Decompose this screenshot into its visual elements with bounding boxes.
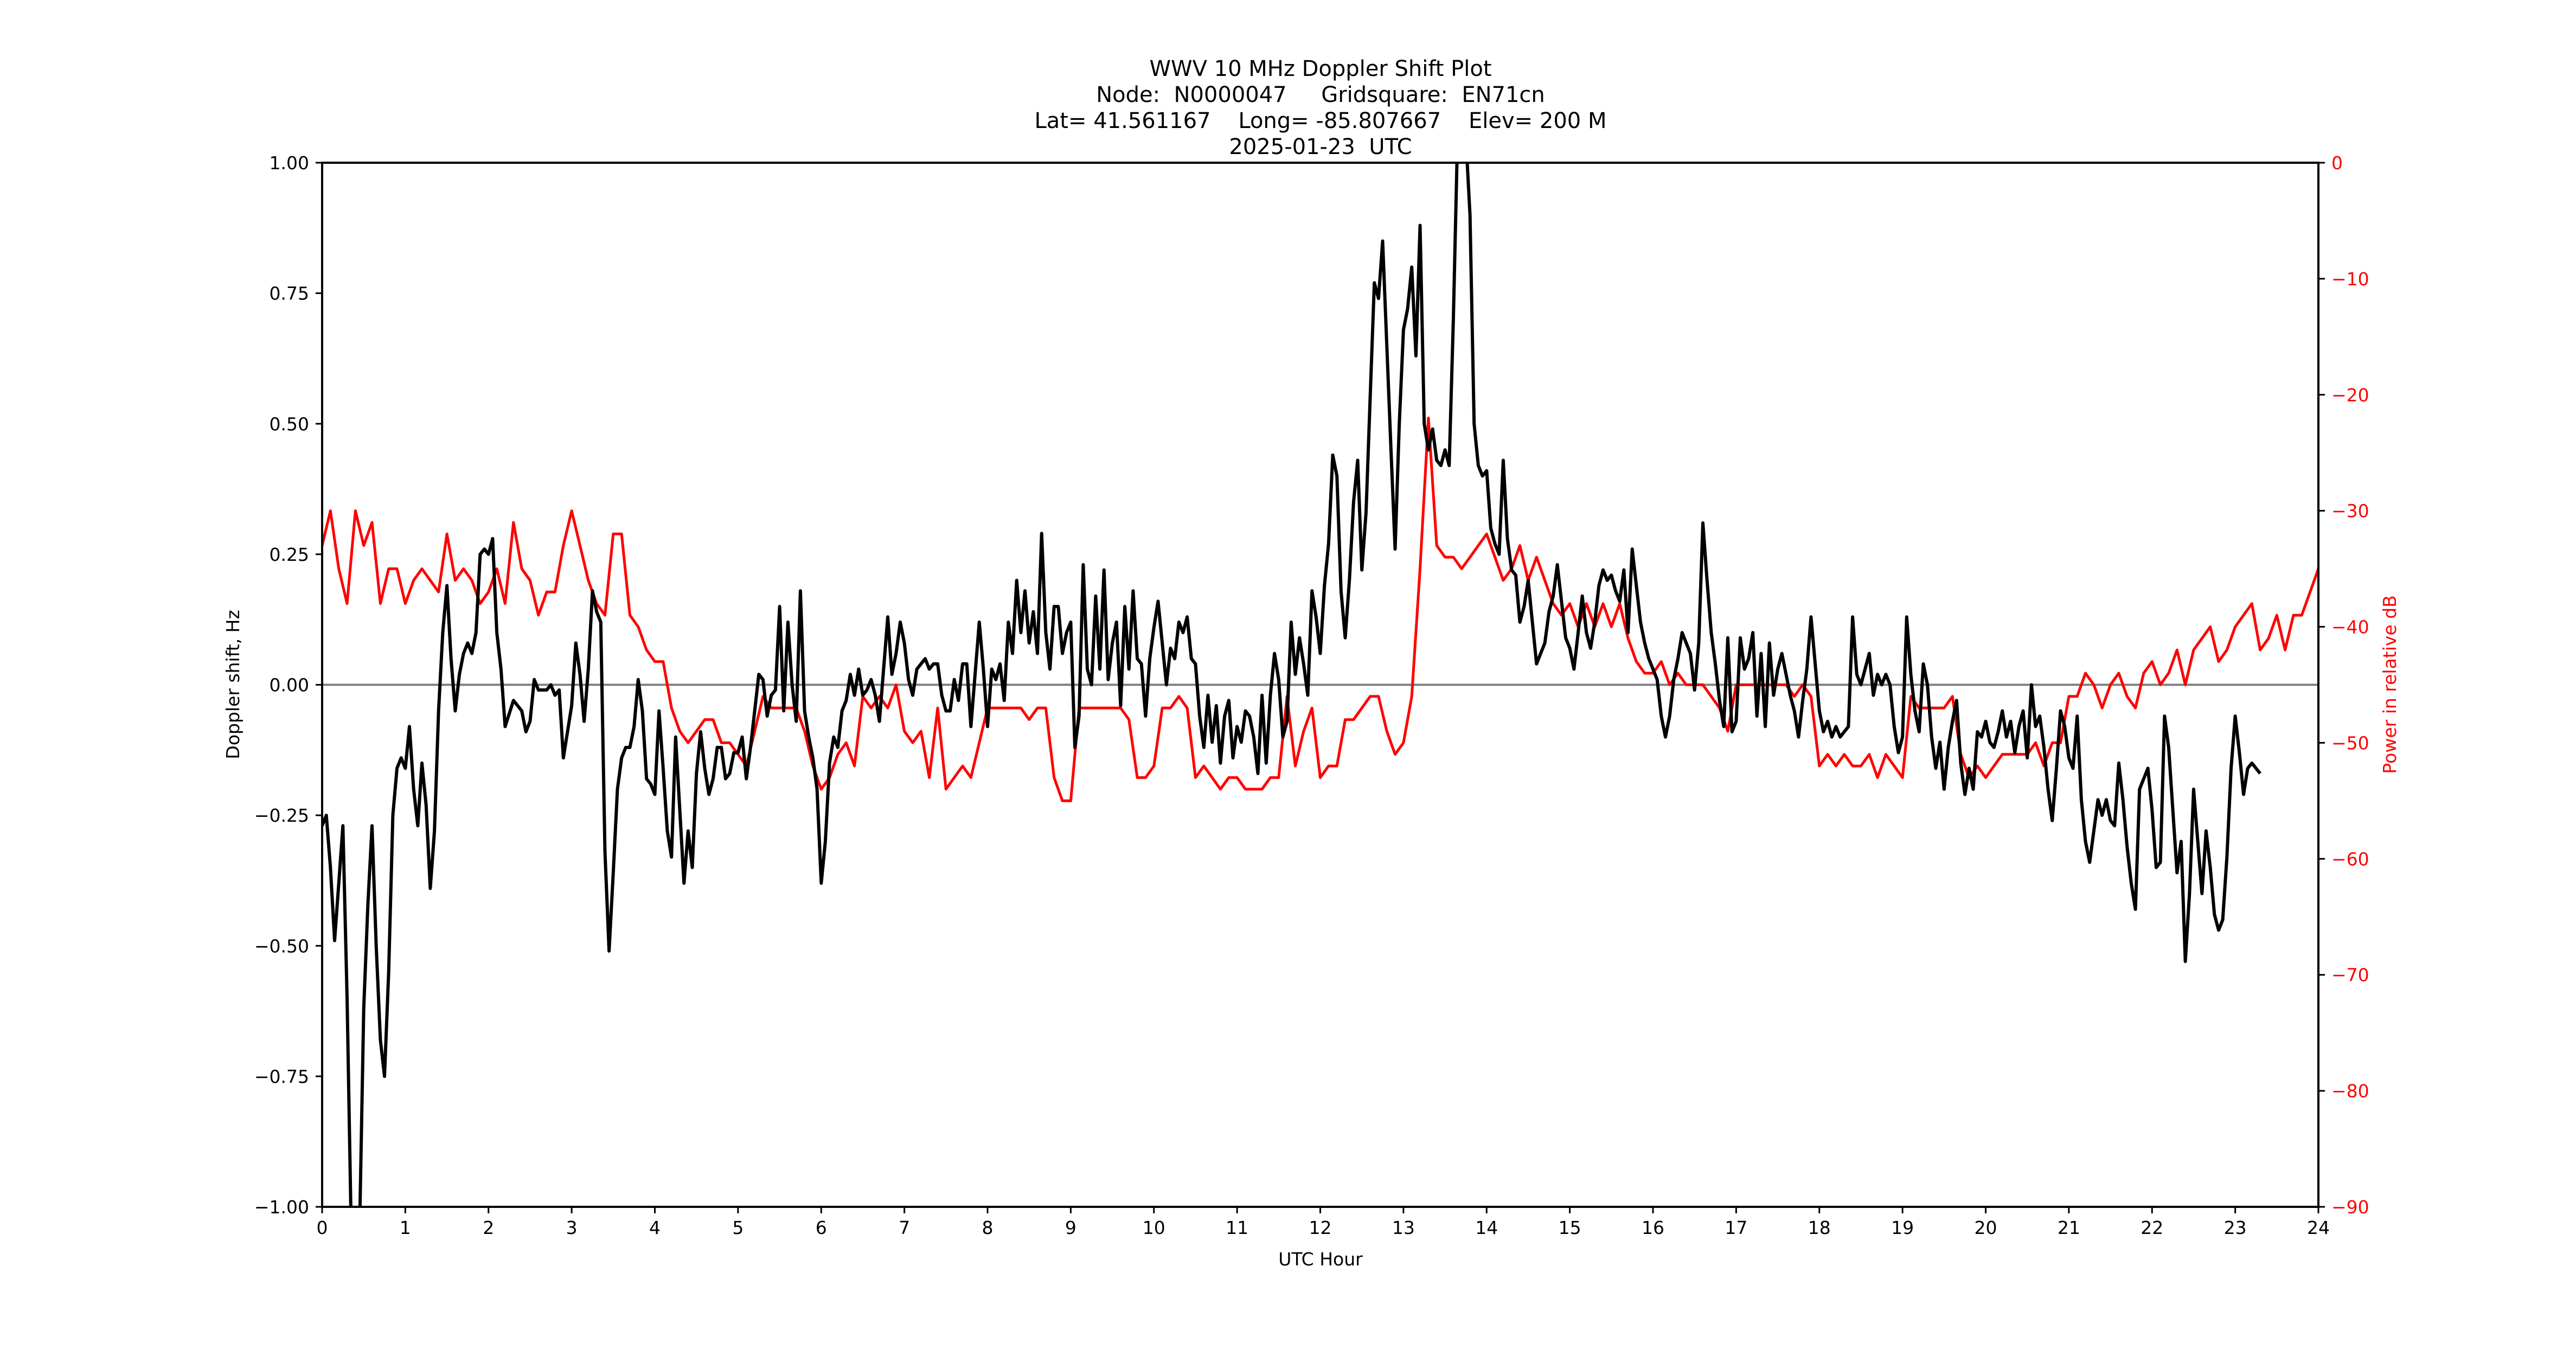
y-tick-label: 0.25 <box>270 544 309 565</box>
y-tick-label: −0.75 <box>254 1066 309 1087</box>
x-tick-label: 16 <box>1642 1217 1664 1238</box>
x-tick-label: 10 <box>1143 1217 1165 1238</box>
x-tick-label: 14 <box>1475 1217 1498 1238</box>
chart-subtitle-node: Node: N0000047 Gridsquare: EN71cn <box>1096 82 1545 107</box>
y-tick-label: 1.00 <box>270 152 309 174</box>
y-tick-label: 0.50 <box>270 413 309 434</box>
x-tick-label: 11 <box>1226 1217 1248 1238</box>
chart-title: WWV 10 MHz Doppler Shift Plot <box>1149 56 1491 81</box>
x-tick-label: 2 <box>483 1217 494 1238</box>
y-right-tick-label: −90 <box>2331 1197 2369 1218</box>
x-tick-label: 23 <box>2224 1217 2247 1238</box>
y-right-tick-label: −30 <box>2331 501 2369 522</box>
x-tick-label: 20 <box>1975 1217 1997 1238</box>
x-tick-label: 19 <box>1891 1217 1914 1238</box>
x-axis-ticks: 0 1 2 3 4 5 6 7 8 9 10 11 12 13 14 15 16 17 18 19 20 21 22 23 24 <box>317 1207 2330 1238</box>
x-tick-label: 21 <box>2058 1217 2080 1238</box>
y-right-tick-label: −80 <box>2331 1080 2369 1102</box>
x-tick-label: 17 <box>1725 1217 1747 1238</box>
x-tick-label: 15 <box>1559 1217 1581 1238</box>
x-tick-label: 7 <box>899 1217 910 1238</box>
x-tick-label: 12 <box>1309 1217 1332 1238</box>
x-tick-label: 18 <box>1808 1217 1831 1238</box>
y-right-tick-label: −50 <box>2331 732 2369 753</box>
x-tick-label: 4 <box>649 1217 661 1238</box>
x-tick-label: 0 <box>317 1217 328 1238</box>
x-tick-label: 24 <box>2307 1217 2330 1238</box>
chart-subtitle-location: Lat= 41.561167 Long= -85.807667 Elev= 20… <box>1035 108 1607 133</box>
y-tick-label: −0.50 <box>254 936 309 957</box>
y-right-tick-label: −40 <box>2331 617 2369 638</box>
x-tick-label: 22 <box>2141 1217 2163 1238</box>
x-tick-label: 9 <box>1065 1217 1076 1238</box>
y-axis-right-label: Power in relative dB <box>2379 595 2400 773</box>
y-axis-right-ticks: 0 −10 −20 −30 −40 −50 −60 −70 −80 −90 <box>2318 152 2369 1218</box>
x-axis-label: UTC Hour <box>1278 1249 1363 1270</box>
doppler-series-line <box>322 163 2261 1207</box>
y-right-tick-label: −70 <box>2331 964 2369 986</box>
y-tick-label: −0.25 <box>254 805 309 826</box>
plot-area <box>322 163 2318 1207</box>
x-tick-label: 3 <box>566 1217 578 1238</box>
y-axis-left-label: Doppler shift, Hz <box>222 610 243 759</box>
x-tick-label: 5 <box>732 1217 744 1238</box>
x-tick-label: 8 <box>982 1217 994 1238</box>
y-tick-label: 0.75 <box>270 283 309 304</box>
y-right-tick-label: −20 <box>2331 385 2369 406</box>
x-tick-label: 6 <box>816 1217 827 1238</box>
chart-subtitle-date: 2025-01-23 UTC <box>1229 135 1412 159</box>
y-right-tick-label: −10 <box>2331 268 2369 290</box>
y-tick-label: −1.00 <box>254 1197 309 1218</box>
y-tick-label: 0.00 <box>270 675 309 696</box>
y-right-tick-label: 0 <box>2331 152 2343 174</box>
x-tick-label: 1 <box>400 1217 411 1238</box>
y-right-tick-label: −60 <box>2331 848 2369 869</box>
x-tick-label: 13 <box>1392 1217 1415 1238</box>
chart-title-block: WWV 10 MHz Doppler Shift Plot Node: N000… <box>1035 56 1607 159</box>
power-series-line <box>322 417 2318 802</box>
y-axis-left-ticks: 1.00 0.75 0.50 0.25 0.00 −0.25 −0.50 −0.75 −1.00 <box>254 152 322 1218</box>
